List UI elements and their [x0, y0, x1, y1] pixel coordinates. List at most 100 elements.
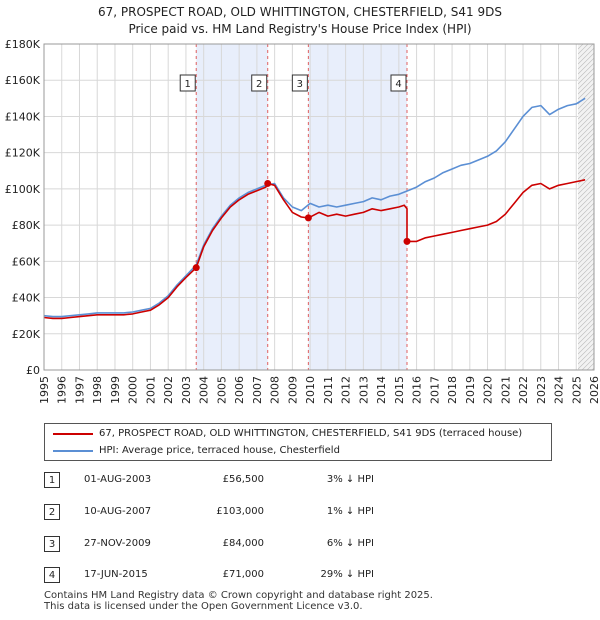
- forecast-hatch-line: [578, 408, 594, 420]
- x-tick-label: 2023: [535, 376, 548, 404]
- forecast-hatch-line: [578, 287, 595, 305]
- forecast-hatch-line: [578, 413, 594, 420]
- forecast-hatch-line: [578, 0, 594, 9]
- forecast-hatch-line: [578, 82, 595, 100]
- sale-number-badge: 3: [44, 536, 60, 552]
- sale-date: 17-JUN-2015: [84, 569, 148, 580]
- sale-number-badge: 1: [44, 472, 60, 488]
- forecast-hatch-line: [578, 277, 595, 295]
- legend-swatch-blue: [53, 450, 93, 452]
- x-tick-label: 2000: [127, 376, 140, 404]
- x-tick-label: 1995: [38, 376, 51, 404]
- sale-date: 01-AUG-2003: [84, 474, 152, 485]
- forecast-hatch-line: [586, 362, 595, 370]
- sale-label-text: 2: [256, 79, 262, 90]
- sale-label-text: 1: [185, 79, 191, 90]
- x-tick-label: 2024: [553, 376, 566, 404]
- forecast-hatch-line: [578, 302, 595, 320]
- sale-point: [304, 214, 312, 222]
- forecast-hatch-line: [578, 262, 595, 280]
- forecast-hatch-line: [578, 182, 595, 200]
- sale-label-box: [291, 74, 308, 92]
- price-paid-line: [43, 179, 586, 320]
- legend-label-property: 67, PROSPECT ROAD, OLD WHITTINGTON, CHES…: [99, 428, 523, 439]
- sale-price: £103,000: [216, 506, 264, 517]
- sale-number-badge: 2: [44, 504, 60, 520]
- y-tick-label: £40K: [12, 292, 41, 305]
- forecast-hatch-line: [578, 47, 595, 65]
- sale-label-box: [251, 74, 268, 92]
- sale-hpi-diff: 1% ↓ HPI: [326, 506, 374, 517]
- forecast-hatch-line: [578, 177, 595, 195]
- sale-label-text: 4: [395, 79, 401, 90]
- y-tick-label: £180K: [5, 38, 41, 51]
- forecast-hatch-line: [578, 77, 595, 95]
- forecast-hatch-line: [578, 162, 595, 180]
- forecast-hatch-line: [578, 102, 595, 120]
- forecast-hatch-line: [578, 272, 595, 290]
- sale-row: 3 27-NOV-2009 £84,000 6% ↓ HPI: [44, 534, 584, 554]
- forecast-hatch-line: [578, 247, 595, 265]
- sale-bands: [44, 44, 594, 370]
- forecast-hatch-line: [578, 217, 595, 235]
- series-lines: [43, 97, 586, 320]
- sale-price: £56,500: [222, 474, 264, 485]
- footer-copyright: Contains HM Land Registry data © Crown c…: [44, 590, 433, 601]
- forecast-hatch-line: [578, 297, 595, 315]
- forecast-hatch-line: [578, 237, 595, 255]
- x-tick-label: 2011: [322, 376, 335, 404]
- sale-date: 10-AUG-2007: [84, 506, 152, 517]
- x-tick-label: 2009: [286, 376, 299, 404]
- forecast-hatch-line: [578, 44, 589, 55]
- x-tick-label: 2025: [570, 376, 583, 404]
- x-tick-label: 2008: [269, 376, 282, 404]
- forecast-hatch-line: [578, 197, 595, 215]
- forecast-hatch-line: [578, 418, 594, 420]
- x-tick-label: 1996: [56, 376, 69, 404]
- sale-point: [264, 179, 272, 187]
- forecast-hatch-line: [578, 132, 595, 150]
- forecast-hatch-line: [578, 13, 594, 29]
- x-axis: 1995 1996 1997 1998 1999 2000 2001 2002 2003 2004…: [38, 376, 600, 404]
- forecast-hatch-line: [578, 8, 594, 24]
- sale-row: 1 01-AUG-2003 £56,500 3% ↓ HPI: [44, 470, 584, 490]
- x-tick-label: 2005: [215, 376, 228, 404]
- sale-label-text: 3: [297, 79, 303, 90]
- x-tick-label: 2014: [375, 376, 388, 404]
- forecast-hatch-line: [578, 327, 595, 345]
- x-tick-label: 2018: [446, 376, 459, 404]
- x-tick-label: 2006: [233, 376, 246, 404]
- forecast-hatch-line: [578, 57, 595, 75]
- forecast-hatch-line: [578, 117, 595, 135]
- y-tick-label: £20K: [12, 328, 41, 341]
- forecast-hatch-line: [578, 142, 595, 160]
- sale-point: [403, 237, 411, 245]
- sale-hpi-diff: 29% ↓ HPI: [320, 569, 374, 580]
- sale-markers: [195, 44, 408, 370]
- forecast-hatch-line: [578, 127, 595, 145]
- forecast-hatch-line: [578, 44, 594, 60]
- y-axis: £0 £20K £40K £60K £80K £100K £120K £140K £160K £1…: [5, 38, 41, 377]
- forecast-hatch-line: [578, 137, 595, 155]
- x-tick-label: 2003: [180, 376, 193, 404]
- forecast-hatch-line: [578, 187, 595, 205]
- forecast-hatch-line: [578, 72, 595, 90]
- x-tick-label: 2012: [340, 376, 353, 404]
- chart-title-block: 67, PROSPECT ROAD, OLD WHITTINGTON, CHES…: [0, 4, 600, 38]
- x-tick-label: 2001: [144, 376, 157, 404]
- forecast-hatch-line: [578, 352, 595, 370]
- forecast-hatch-line: [578, 347, 595, 365]
- forecast-hatch-line: [578, 112, 595, 130]
- forecast-hatch-line: [578, 212, 595, 230]
- y-tick-label: £100K: [5, 183, 41, 196]
- sale-price: £71,000: [222, 569, 264, 580]
- forecast-hatch-line: [578, 62, 595, 80]
- y-tick-label: £80K: [12, 219, 41, 232]
- forecast-hatch-line: [578, 67, 595, 85]
- x-tick-label: 2020: [482, 376, 495, 404]
- price-chart: 1 2 3 4 £0 £20K £40K £60K £80K £100K £120K £140K £1…: [5, 0, 600, 420]
- forecast-hatch-line: [578, 342, 595, 360]
- forecast-hatch-line: [578, 52, 595, 70]
- y-tick-label: £160K: [5, 74, 41, 87]
- forecast-hatch-line: [578, 192, 595, 210]
